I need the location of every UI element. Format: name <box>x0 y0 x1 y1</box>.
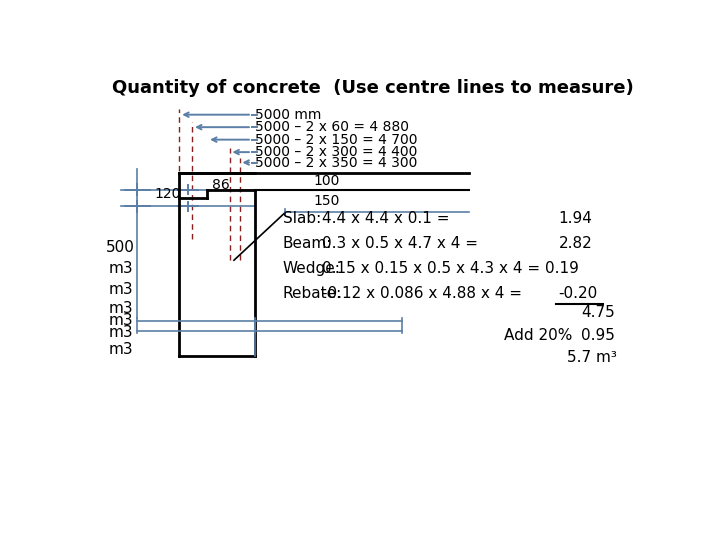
Text: Slab:: Slab: <box>282 211 321 226</box>
Text: 4.75: 4.75 <box>581 305 615 320</box>
Text: 5000 – 2 x 300 = 4 400: 5000 – 2 x 300 = 4 400 <box>255 145 417 159</box>
Text: 5.7 m³: 5.7 m³ <box>567 350 617 366</box>
Text: 5000 – 2 x 60 = 4 880: 5000 – 2 x 60 = 4 880 <box>255 120 409 134</box>
Text: m3: m3 <box>109 282 133 297</box>
Text: 86: 86 <box>212 178 230 192</box>
Text: 4.4 x 4.4 x 0.1 =: 4.4 x 4.4 x 0.1 = <box>322 211 449 226</box>
Text: 120: 120 <box>155 187 181 201</box>
Text: 500: 500 <box>106 240 135 255</box>
Text: m3: m3 <box>109 326 133 341</box>
Text: Wedge:: Wedge: <box>282 261 341 276</box>
Text: -0.20: -0.20 <box>559 286 598 301</box>
Text: 2.82: 2.82 <box>559 236 593 251</box>
Text: Add 20%: Add 20% <box>504 328 572 342</box>
Text: m3: m3 <box>109 342 133 357</box>
Text: Beam:: Beam: <box>282 236 332 251</box>
Text: m3: m3 <box>109 301 133 315</box>
Text: -0.12 x 0.086 x 4.88 x 4 =: -0.12 x 0.086 x 4.88 x 4 = <box>322 286 521 301</box>
Text: 150: 150 <box>313 194 340 208</box>
Text: 0.15 x 0.15 x 0.5 x 4.3 x 4 = 0.19: 0.15 x 0.15 x 0.5 x 4.3 x 4 = 0.19 <box>322 261 578 276</box>
Text: Rebate:: Rebate: <box>282 286 342 301</box>
Text: 5000 – 2 x 350 = 4 300: 5000 – 2 x 350 = 4 300 <box>255 156 417 170</box>
Text: m3: m3 <box>109 261 133 276</box>
Text: 5000 mm: 5000 mm <box>255 107 321 122</box>
Text: 1.94: 1.94 <box>559 211 593 226</box>
Text: Quantity of concrete  (Use centre lines to measure): Quantity of concrete (Use centre lines t… <box>112 79 634 97</box>
Text: 0.3 x 0.5 x 4.7 x 4 =: 0.3 x 0.5 x 4.7 x 4 = <box>322 236 477 251</box>
Text: m3: m3 <box>109 313 133 328</box>
Text: 5000 – 2 x 150 = 4 700: 5000 – 2 x 150 = 4 700 <box>255 133 417 147</box>
Text: 100: 100 <box>313 174 340 188</box>
Text: 0.95: 0.95 <box>581 328 615 342</box>
